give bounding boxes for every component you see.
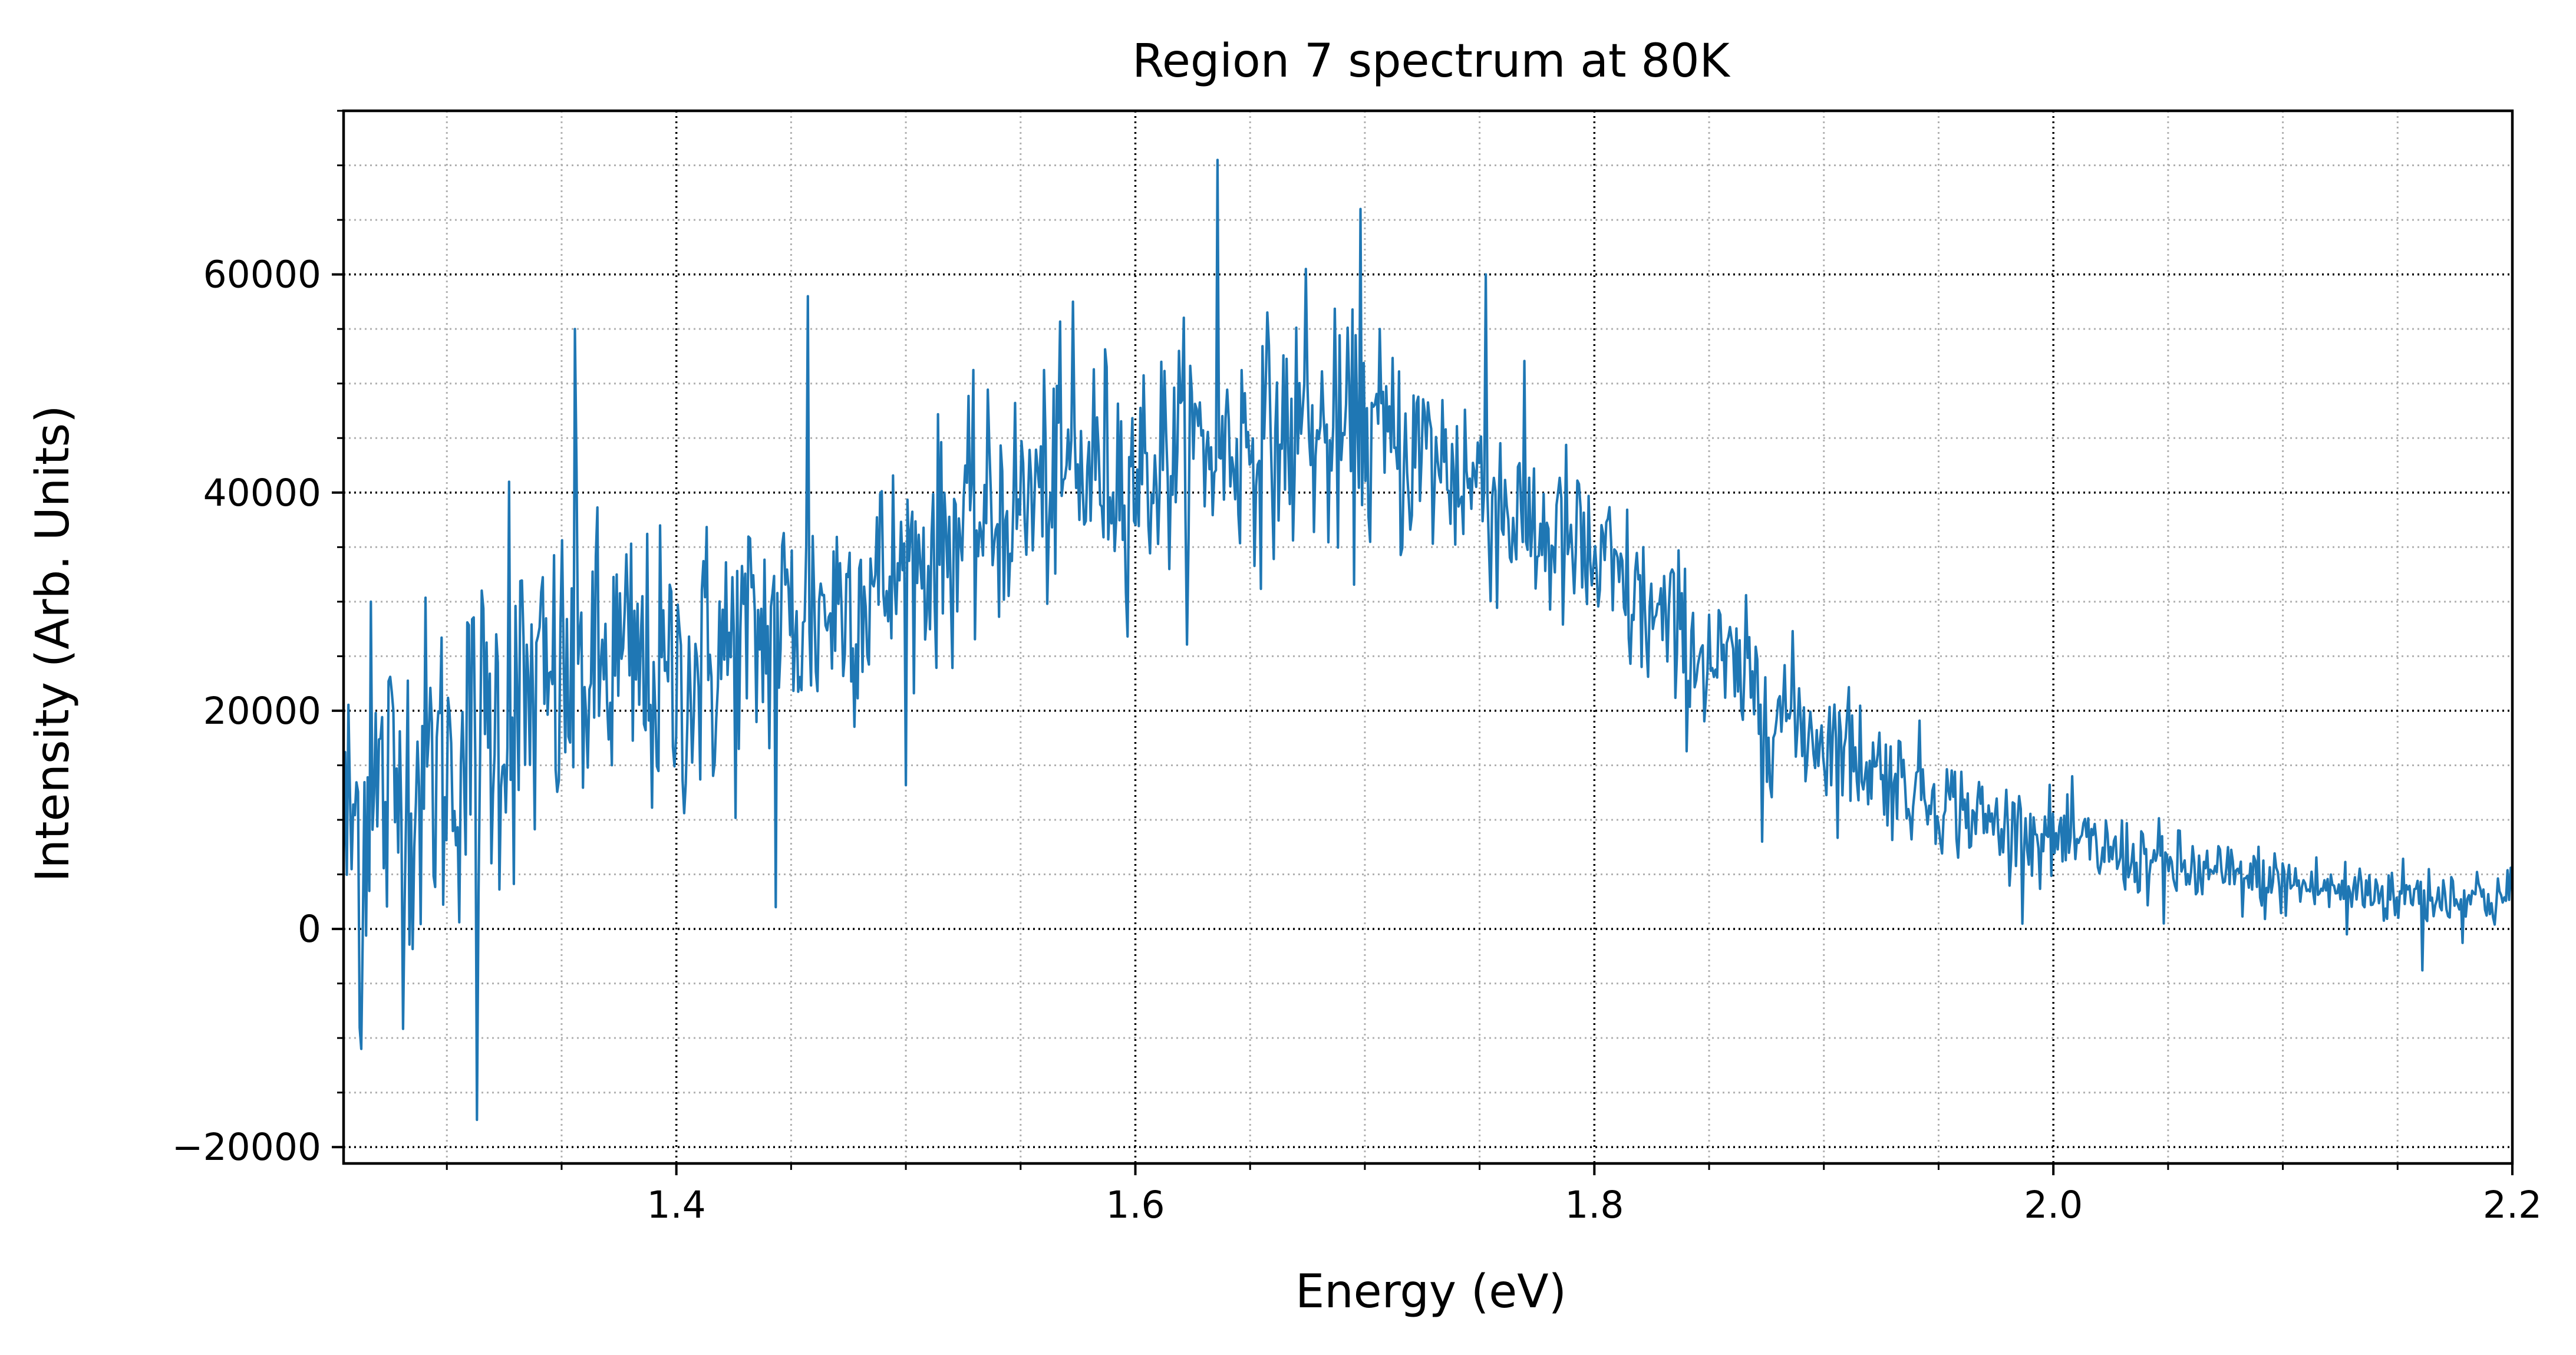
- y-tick-label: 60000: [203, 253, 321, 296]
- x-tick-label: 1.8: [1565, 1183, 1624, 1227]
- y-axis-label: Intensity (Arb. Units): [27, 405, 80, 882]
- axis-ticks: 1.4 1.6 1.8 2.0 2.2 −20000 0 20000 40000 60000: [172, 110, 2542, 1227]
- minor-grid: [344, 110, 2512, 1163]
- chart-title: Region 7 spectrum at 80K: [1132, 35, 1731, 88]
- plot-frame: [342, 109, 2514, 1165]
- y-tick-label: 0: [298, 908, 321, 951]
- plot-area: [344, 159, 2512, 1122]
- x-tick-label: 1.6: [1106, 1183, 1165, 1227]
- x-tick-label: 2.0: [2024, 1183, 2083, 1227]
- x-tick-label: 2.2: [2483, 1183, 2542, 1227]
- x-tick-label: 1.4: [647, 1183, 706, 1227]
- y-tick-label: −20000: [172, 1126, 321, 1169]
- spectrum-line: [344, 159, 2512, 1122]
- y-tick-label: 40000: [203, 472, 321, 515]
- x-axis-label: Energy (eV): [1295, 1265, 1566, 1318]
- y-tick-label: 20000: [203, 690, 321, 733]
